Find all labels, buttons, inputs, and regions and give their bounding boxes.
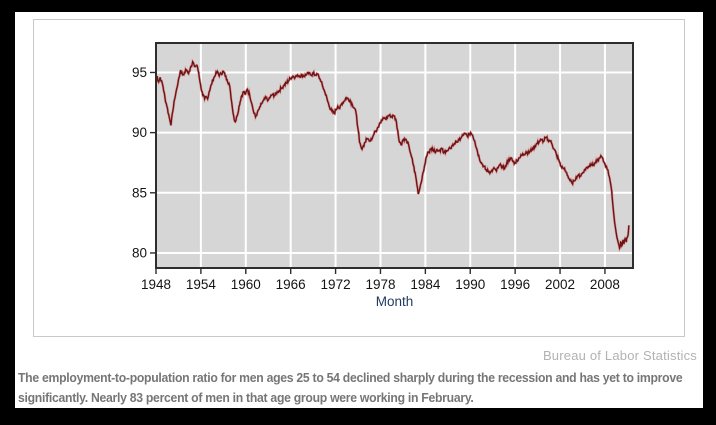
y-tick-label: 80 (132, 246, 147, 261)
x-tick-label: 1996 (500, 277, 530, 292)
plot-border (155, 42, 634, 269)
ratio-line (155, 59, 630, 251)
y-tick-label: 95 (132, 65, 147, 80)
caption-line-1: The employment-to-population ratio for m… (18, 370, 683, 385)
chart-container: 95 90 85 80 1948 1954 1960 1966 1972 1978 1984 1990… (33, 19, 685, 337)
x-tick-label: 1984 (410, 277, 441, 292)
caption-line-2: significantly. Nearly 83 percent of men … (18, 390, 474, 405)
x-tick-label: 1978 (365, 277, 395, 292)
x-tick-label: 1948 (141, 277, 171, 292)
source-credit: Bureau of Labor Statistics (542, 348, 697, 363)
x-tick-label: 2008 (590, 277, 620, 292)
x-tick-label: 1960 (231, 277, 261, 292)
epop-line-chart: 95 90 85 80 1948 1954 1960 1966 1972 1978 1984 1990… (132, 42, 634, 309)
x-tick-label: 1966 (276, 277, 306, 292)
x-tick-label: 2002 (545, 277, 575, 292)
y-tick-label: 90 (132, 125, 147, 140)
y-tick-label: 85 (132, 185, 147, 200)
plot-area (156, 43, 633, 268)
x-tick-label: 1954 (186, 277, 217, 292)
x-tick-label: 1990 (455, 277, 485, 292)
x-axis-title: Month (376, 294, 414, 309)
x-tick-label: 1972 (321, 277, 351, 292)
chart-caption: The employment-to-population ratio for m… (18, 368, 704, 408)
article-page: 95 90 85 80 1948 1954 1960 1966 1972 1978 1984 1990… (15, 12, 703, 408)
